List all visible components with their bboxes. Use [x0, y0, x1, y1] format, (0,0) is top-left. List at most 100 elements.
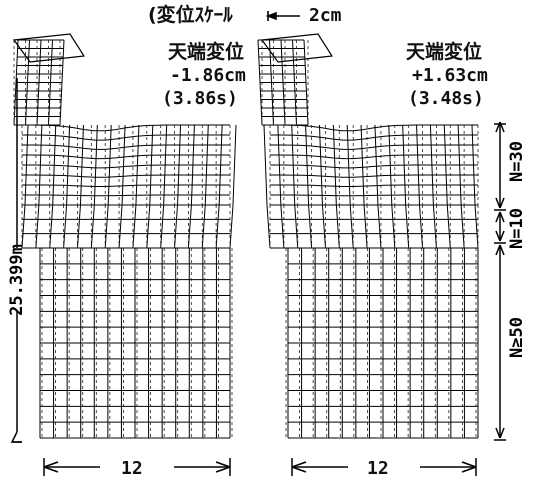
layer-label-n10: N=10: [507, 208, 527, 249]
left-mesh-crest-vline: [25, 39, 30, 126]
left-mesh-crest-vline: [13, 39, 19, 126]
left-mesh-upper-vline: [66, 124, 71, 206]
height-dimension: [10, 78, 22, 443]
right-crest-label: 天端変位: [406, 41, 483, 63]
left-mesh-upper-vline: [121, 124, 126, 206]
left-mesh-upper-vline: [24, 124, 29, 206]
right-mesh-mid-vline: [474, 204, 479, 249]
scale-bar: [265, 11, 300, 21]
left-mesh-mid-vline: [63, 204, 68, 249]
right-mesh-mid-vline: [363, 204, 368, 249]
left-mesh-upper-hline: [22, 194, 230, 197]
width-dimension-left: [43, 458, 231, 476]
left-mesh-upper-vline: [232, 124, 237, 206]
right-mesh-upper-vline: [263, 124, 268, 206]
right-mesh-mid-vline: [419, 204, 424, 249]
scale-value: 2cm: [309, 5, 342, 26]
left-mesh-mid-vline: [215, 204, 220, 249]
right-mesh-mid-vline: [266, 204, 271, 249]
right-mesh-upper-hline: [270, 184, 478, 187]
right-mesh-mid-vline: [321, 204, 326, 249]
right-displacement: +1.63cm: [412, 65, 488, 86]
right-mesh-parapet: [260, 33, 334, 63]
height-label: 25.399m: [7, 244, 27, 316]
left-mesh-upper-vline: [107, 124, 112, 206]
left-mesh-upper-vline: [93, 124, 98, 206]
left-mesh-upper-vline: [177, 124, 182, 206]
left-mesh-mid-vline: [90, 204, 95, 249]
right-mesh-upper-hline: [270, 174, 478, 178]
right-mesh: [257, 33, 479, 439]
left-mesh-crest-vline: [36, 39, 42, 126]
left-mesh-upper-hline: [22, 174, 230, 178]
right-mesh-mid-vline: [308, 204, 313, 249]
right-mesh-mid-vline: [294, 204, 299, 249]
left-mesh-upper-vline: [38, 124, 43, 206]
left-displacement: -1.86cm: [170, 65, 246, 86]
left-mesh-upper-vline: [149, 124, 154, 206]
right-mesh-crest-vline: [257, 39, 263, 126]
right-mesh-upper-vline: [318, 124, 323, 206]
left-time: (3.86s): [162, 88, 238, 109]
right-mesh-mid-vline: [280, 204, 285, 249]
left-mesh-upper-hline: [22, 154, 230, 160]
left-mesh-mid-vline: [187, 204, 192, 249]
left-mesh-upper-hline: [22, 124, 230, 132]
right-mesh-upper-vline: [429, 124, 434, 206]
right-mesh-mid-vline: [377, 204, 382, 249]
right-mesh-mid-vline: [460, 204, 465, 249]
left-mesh-upper-hline: [22, 144, 230, 150]
left-mesh-mid-vline: [21, 204, 26, 249]
right-mesh-upper-vline: [305, 124, 310, 206]
left-mesh-mid-vline: [132, 204, 137, 249]
left-mesh-upper-hline: [22, 164, 230, 169]
right-mesh-crest-vline: [280, 39, 286, 126]
right-mesh-upper-vline: [291, 124, 296, 206]
left-mesh-mid-vline: [201, 204, 206, 249]
left-mesh-mid-vline: [229, 204, 234, 249]
left-crest-label: 天端変位: [168, 41, 245, 63]
right-mesh-upper-hline: [270, 144, 478, 150]
left-mesh: [12, 33, 237, 439]
right-mesh-crest-vline: [292, 39, 297, 126]
right-mesh-mid-vline: [349, 204, 354, 249]
left-mesh-mid-vline: [118, 204, 123, 249]
right-mesh-upper-vline: [374, 124, 379, 206]
right-mesh-upper-vline: [360, 124, 365, 206]
left-mesh-mid-vline: [174, 204, 179, 249]
right-mesh-upper-hline: [270, 134, 478, 141]
right-mesh-upper-vline: [402, 124, 407, 206]
layer-label-n30: N=30: [507, 141, 527, 182]
right-mesh-upper-vline: [277, 124, 282, 206]
left-mesh-mid-vline: [76, 204, 81, 249]
left-width-label: 12: [121, 458, 143, 479]
left-mesh-mid-vline: [35, 204, 40, 249]
left-mesh-mid-vline: [146, 204, 151, 249]
left-mesh-upper-vline: [79, 124, 84, 206]
scale-caption: (変位ｽｹｰﾙ: [148, 4, 233, 26]
right-time: (3.48s): [408, 88, 484, 109]
right-mesh-mid-vline: [446, 204, 451, 249]
left-mesh-parapet: [12, 33, 86, 63]
layer-label-n50: N≥50: [507, 317, 527, 358]
left-mesh-crest-vline: [59, 39, 65, 126]
left-mesh-mid-vline: [49, 204, 54, 249]
right-mesh-upper-vline: [471, 124, 476, 206]
right-mesh-upper-vline: [457, 124, 462, 206]
left-mesh-upper-vline: [218, 124, 223, 206]
right-mesh-upper-vline: [388, 124, 393, 206]
right-mesh-upper-hline: [270, 154, 478, 160]
right-mesh-upper-vline: [443, 124, 448, 206]
left-mesh-crest-vline: [48, 39, 53, 126]
right-mesh-crest-vline: [269, 39, 274, 126]
right-mesh-crest-vline: [303, 39, 309, 126]
left-mesh-upper-hline: [22, 184, 230, 187]
right-width-label: 12: [367, 458, 389, 479]
right-mesh-upper-vline: [332, 124, 337, 206]
left-mesh-mid-vline: [104, 204, 109, 249]
left-mesh-upper-vline: [204, 124, 209, 206]
left-mesh-upper-vline: [163, 124, 168, 206]
right-mesh-upper-vline: [346, 124, 351, 206]
right-mesh-mid-vline: [405, 204, 410, 249]
